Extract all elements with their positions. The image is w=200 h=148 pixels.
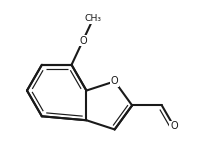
Text: O: O xyxy=(79,36,86,46)
Text: O: O xyxy=(110,76,118,86)
Text: O: O xyxy=(169,122,177,131)
Text: CH₃: CH₃ xyxy=(84,14,101,23)
